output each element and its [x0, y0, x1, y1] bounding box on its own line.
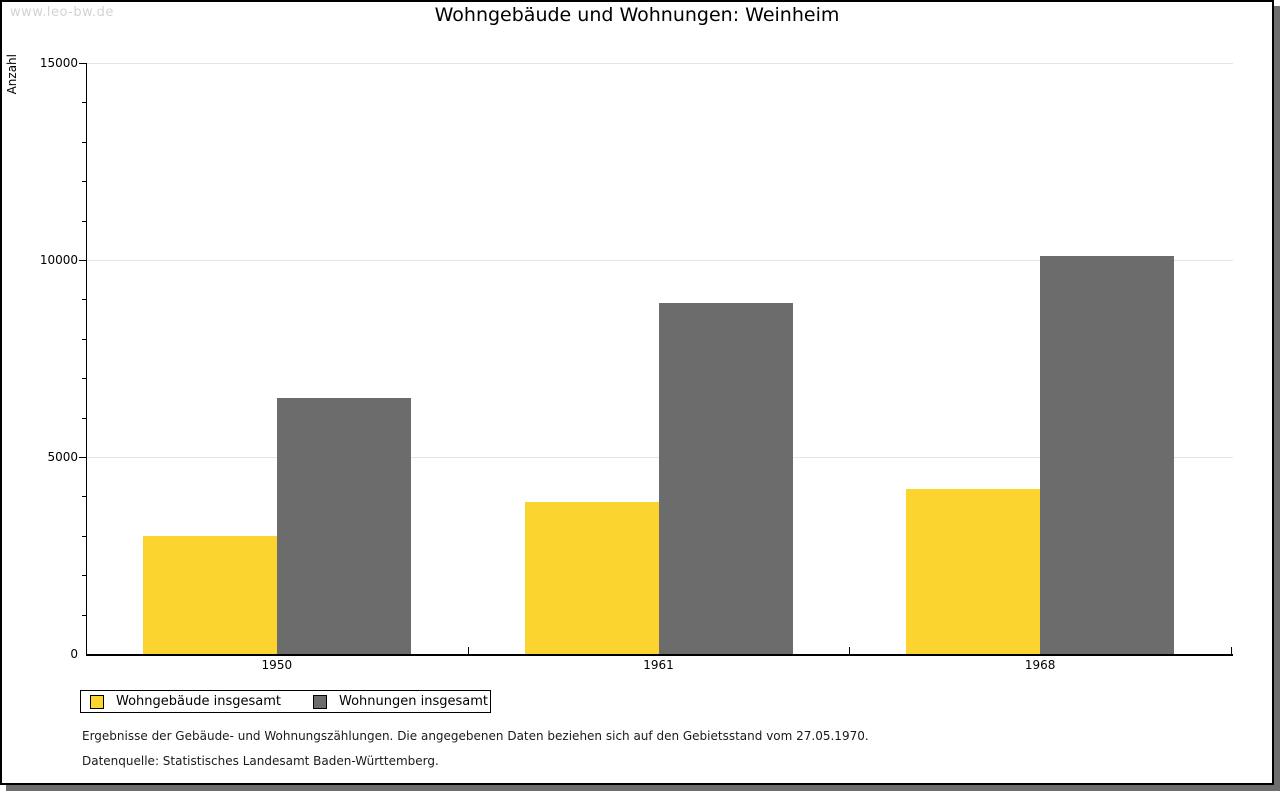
- legend-item: Wohnungen insgesamt: [313, 694, 488, 709]
- y-tick-label: 10000: [39, 253, 78, 267]
- x-category-label: 1950: [261, 658, 293, 672]
- legend-label: Wohnungen insgesamt: [339, 694, 488, 709]
- legend-swatch-wohnungen: [313, 694, 327, 709]
- footnote-line1: Ergebnisse der Gebäude- und Wohnungszähl…: [82, 729, 869, 743]
- chart-title: Wohngebäude und Wohnungen: Weinheim: [434, 4, 840, 26]
- bar-wohngebaeude-1950: [142, 535, 277, 654]
- bar-wohnungen-1961: [658, 303, 793, 654]
- y-minor-tick: [82, 299, 86, 301]
- y-tick-label: 15000: [39, 56, 78, 70]
- y-tick-label: 5000: [47, 450, 78, 464]
- y-major-tick: [79, 260, 86, 261]
- x-category-label: 1961: [643, 658, 674, 672]
- y-major-tick: [79, 63, 86, 64]
- x-tick: [849, 647, 851, 654]
- y-minor-tick: [82, 535, 86, 537]
- y-minor-tick: [82, 181, 86, 183]
- x-category-label: 1968: [1024, 658, 1056, 672]
- y-minor-tick: [82, 614, 86, 616]
- plot-area: 0 5000 10000 15000 1950 1961 1968: [2, 2, 1272, 783]
- bar-wohnungen-1950: [276, 397, 411, 654]
- legend-label: Wohngebäude insgesamt: [116, 694, 281, 709]
- y-minor-tick: [82, 575, 86, 577]
- x-tick: [1231, 647, 1232, 654]
- bar-wohngebaeude-1968: [906, 488, 1041, 654]
- y-minor-tick: [82, 496, 86, 498]
- y-gridline: [87, 260, 1233, 261]
- y-tick-label: 0: [70, 647, 78, 661]
- y-minor-tick: [82, 220, 86, 222]
- bar-wohnungen-1968: [1040, 256, 1175, 654]
- bar-wohngebaeude-1961: [524, 502, 659, 654]
- y-minor-tick: [82, 102, 86, 104]
- y-gridline: [87, 63, 1233, 64]
- y-minor-tick: [82, 141, 86, 143]
- x-axis-line: [86, 654, 1233, 656]
- footnote-line2: Datenquelle: Statistisches Landesamt Bad…: [82, 754, 439, 768]
- legend-item: Wohngebäude insgesamt: [90, 694, 281, 709]
- legend-swatch-wohngebaeude: [90, 694, 104, 709]
- y-axis-line: [86, 63, 87, 656]
- watermark: www.leo-bw.de: [10, 5, 114, 20]
- y-minor-tick: [82, 417, 86, 419]
- y-minor-tick: [82, 378, 86, 380]
- y-major-tick: [79, 457, 86, 458]
- y-minor-tick: [82, 338, 86, 340]
- legend: Wohngebäude insgesamt Wohnungen insgesam…: [80, 690, 491, 713]
- x-tick: [467, 647, 469, 654]
